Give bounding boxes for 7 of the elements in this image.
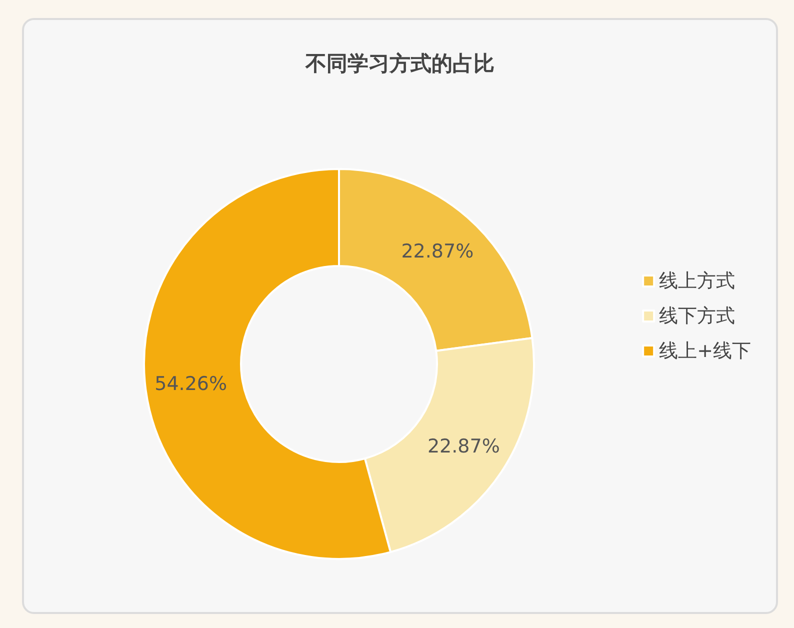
legend-label: 线下方式: [659, 305, 736, 327]
data-label: 22.87%: [401, 240, 474, 262]
legend-label: 线上+线下: [659, 340, 751, 362]
data-label: 54.26%: [154, 372, 228, 395]
chart-title: 不同学习方式的占比: [304, 52, 494, 76]
legend-label: 线上方式: [659, 270, 736, 292]
data-label: 22.87%: [427, 436, 500, 458]
